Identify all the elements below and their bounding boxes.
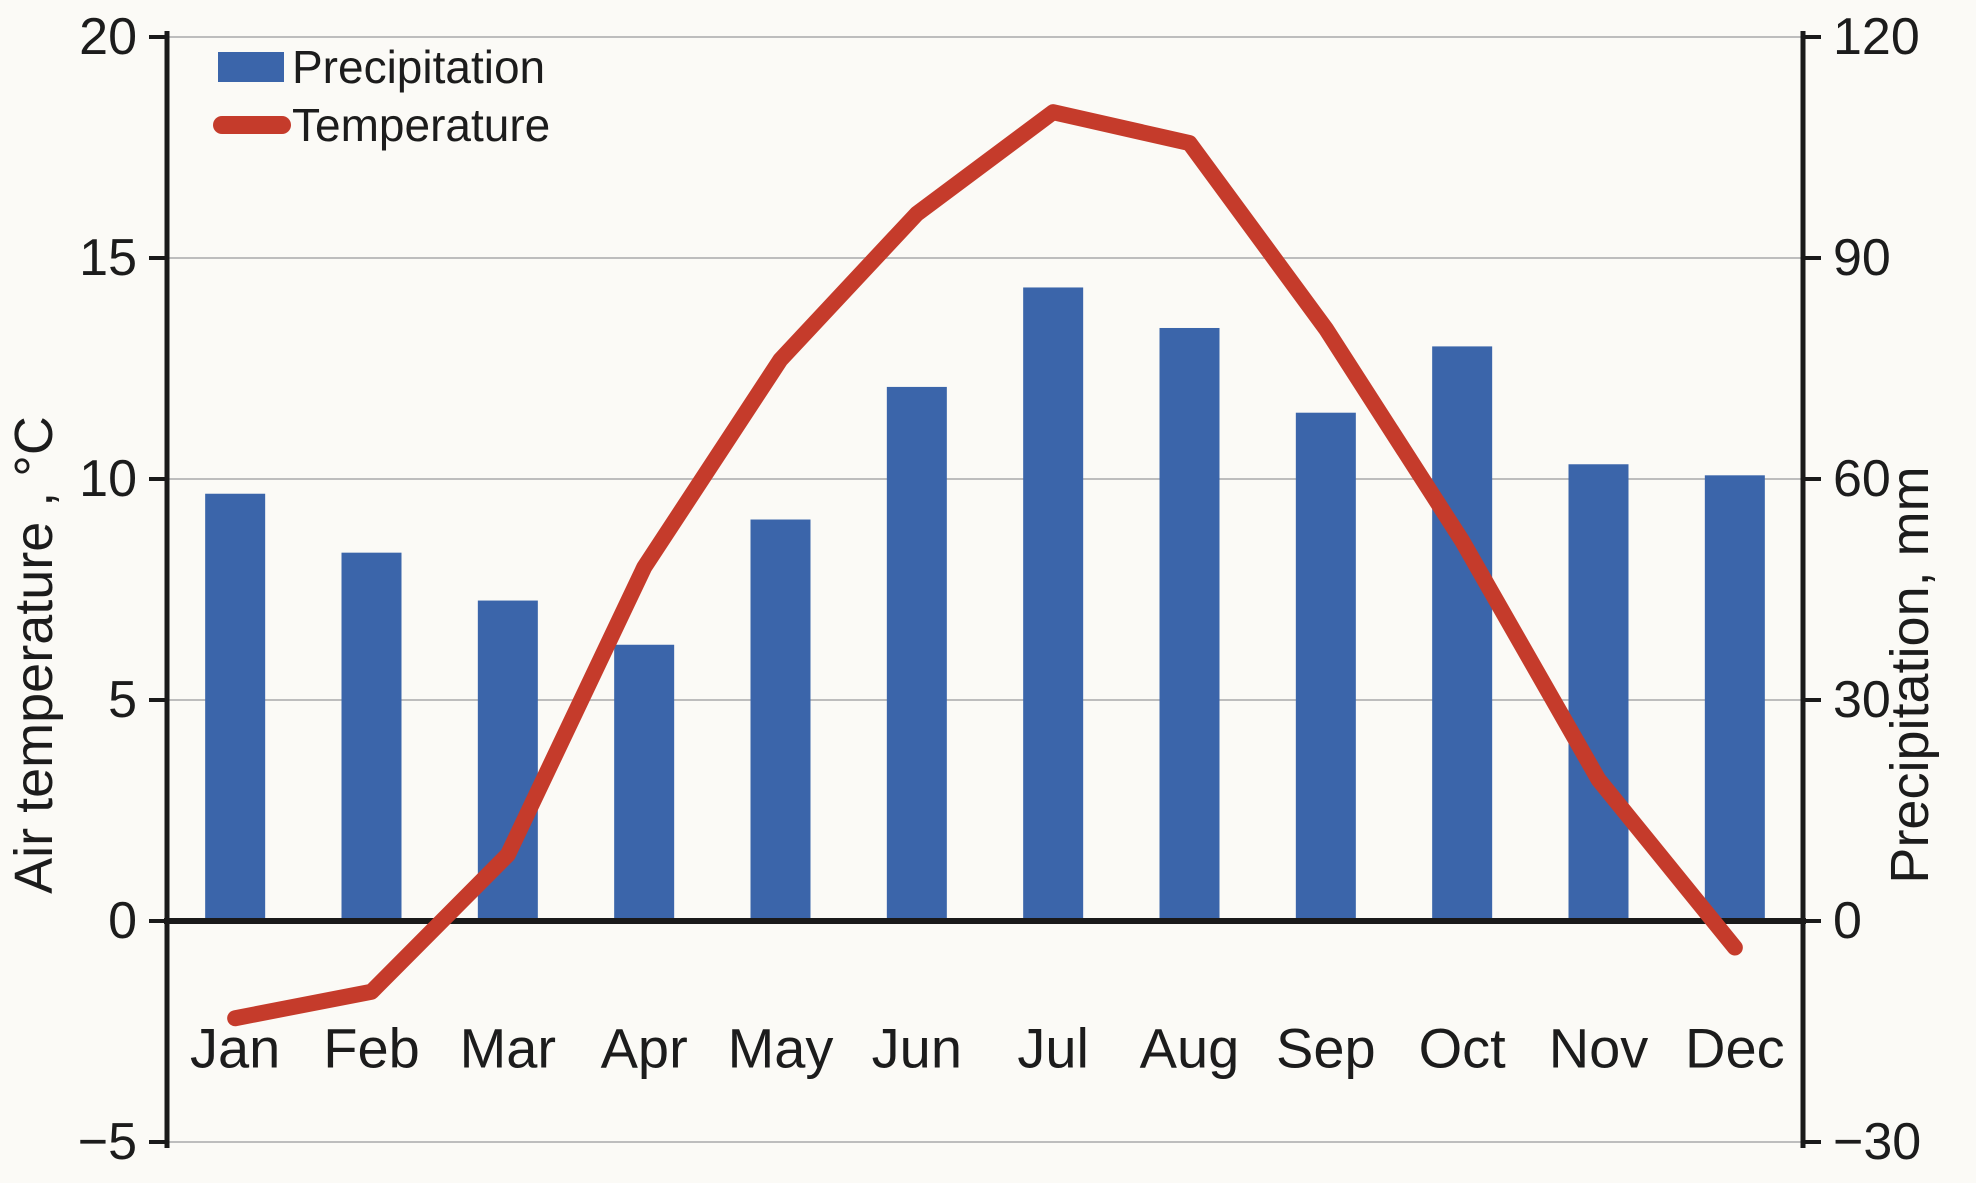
precipitation-bar-nov [1568,464,1629,921]
left-tick-label-20: 20 [79,8,137,66]
left-tick-label-10: 10 [79,450,137,508]
left-tick-label-15: 15 [79,229,137,287]
precipitation-bar-sep [1295,412,1356,921]
legend-swatch-precipitation [218,52,284,82]
month-label-aug: Aug [1140,1017,1240,1080]
precipitation-bar-jan [205,493,266,921]
right-tick-label-120: 120 [1833,8,1920,66]
left-tick-label--5: −5 [78,1113,137,1171]
left-tick-label-5: 5 [108,671,137,729]
month-label-mar: Mar [460,1017,556,1080]
precipitation-bar-may [750,519,811,921]
month-label-jun: Jun [872,1017,962,1080]
month-label-jul: Jul [1017,1017,1089,1080]
precipitation-bar-feb [341,552,402,921]
month-label-nov: Nov [1549,1017,1649,1080]
precipitation-bar-jul [1023,287,1084,921]
axes [149,31,1821,1148]
month-label-feb: Feb [323,1017,420,1080]
right-tick-label-90: 90 [1833,229,1891,287]
right-tick-label-30: 30 [1833,671,1891,729]
legend-label-precipitation: Precipitation [292,41,545,93]
month-label-jan: Jan [190,1017,280,1080]
right-tick-label--30: −30 [1833,1113,1921,1171]
right-tick-label-60: 60 [1833,450,1891,508]
right-axis-title: Precipitation, mm [1880,466,1940,883]
left-tick-label-0: 0 [108,892,137,950]
precipitation-bar-dec [1704,475,1765,921]
temperature-series [227,104,1743,1027]
temperature-line [227,104,1743,1027]
month-label-oct: Oct [1419,1017,1507,1080]
axis-tick-labels: 20 15 10 5 0 −5 120 90 60 30 0 −30 Jan Feb Mar Apr May Ju… [78,8,1922,1171]
precipitation-bar-apr [614,644,675,921]
month-label-apr: Apr [601,1017,688,1080]
month-label-may: May [728,1017,834,1080]
month-label-dec: Dec [1685,1017,1785,1080]
precipitation-bar-oct [1432,346,1493,921]
month-label-sep: Sep [1276,1017,1376,1080]
legend-label-temperature: Temperature [292,99,550,151]
right-tick-label-0: 0 [1833,892,1862,950]
precipitation-bar-jun [886,386,947,922]
precipitation-bar-aug [1159,327,1220,921]
precipitation-bars [205,287,1765,922]
gridlines [167,36,1803,1143]
legend: Precipitation Temperature [213,41,550,151]
left-axis-title: Air temperature , °C [4,416,64,894]
